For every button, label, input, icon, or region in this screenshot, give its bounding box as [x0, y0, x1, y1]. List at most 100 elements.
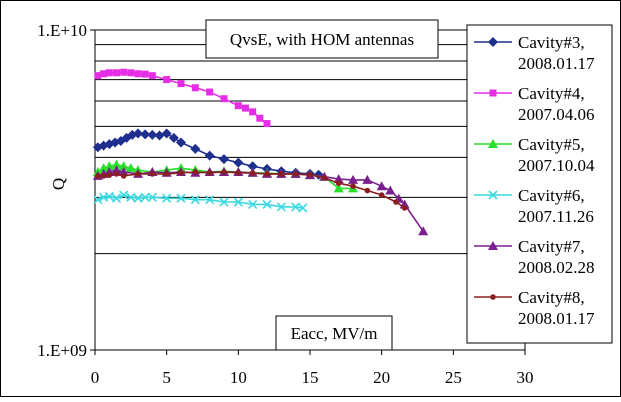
point-mark-stroke — [99, 192, 109, 202]
data-point — [95, 173, 101, 179]
data-point — [120, 68, 128, 76]
legend-item-4: Cavity#6, 2007.11.26 — [474, 186, 594, 226]
legend-swatch-marker — [488, 190, 498, 200]
x-tick-label: 25 — [445, 368, 462, 387]
point-mark-stroke — [233, 197, 243, 207]
data-point — [206, 169, 213, 176]
data-point — [234, 102, 242, 110]
legend-swatch-marker — [488, 139, 498, 148]
data-point — [133, 128, 143, 139]
legend-item-1: Cavity#3, 2008.01.17 — [474, 33, 595, 73]
data-point — [233, 157, 244, 168]
chart-title-box: QvsE, with HOM antennas — [205, 19, 439, 59]
data-point — [161, 128, 172, 139]
data-point — [307, 171, 313, 178]
legend-swatch-marker — [488, 37, 498, 47]
data-point — [134, 70, 142, 78]
data-point — [111, 159, 122, 169]
legend-swatch-marker — [488, 241, 498, 250]
point-mark-stroke — [119, 190, 129, 200]
data-point — [376, 181, 387, 191]
data-point — [113, 69, 120, 77]
data-point — [248, 199, 258, 210]
data-point — [263, 120, 271, 128]
point-mark-stroke — [126, 192, 136, 202]
point-mark-stroke — [190, 195, 200, 205]
data-point — [364, 187, 371, 194]
legend-label: Cavity#7, 2008.02.28 — [518, 237, 595, 277]
data-point — [127, 69, 135, 77]
data-point — [93, 195, 103, 205]
point-mark-stroke — [488, 190, 498, 200]
data-point — [348, 174, 358, 184]
data-point — [205, 195, 215, 205]
data-point — [118, 161, 129, 171]
data-point — [362, 174, 373, 184]
data-point — [249, 108, 257, 116]
point-mark-stroke — [176, 193, 186, 203]
data-point — [163, 76, 171, 84]
x-tick-label: 10 — [230, 368, 247, 387]
data-point — [100, 173, 107, 179]
point-mark-stroke — [262, 199, 272, 210]
point-mark-stroke — [219, 197, 229, 207]
data-point — [221, 169, 227, 175]
data-point — [126, 192, 136, 202]
x-axis-label-box: Eacc, MV/m — [275, 315, 393, 351]
data-point — [190, 143, 201, 154]
legend-swatch-marker — [490, 294, 496, 300]
legend-item-2: Cavity#4, 2007.04.06 — [474, 84, 595, 124]
data-point — [191, 84, 199, 92]
data-point — [249, 170, 256, 176]
data-point — [121, 132, 132, 143]
legend-swatch-marker — [489, 89, 497, 97]
data-point — [219, 154, 229, 165]
point-mark-stroke — [276, 202, 286, 212]
x-axis-label: Eacc, MV/m — [291, 324, 378, 343]
data-point — [418, 226, 429, 236]
data-point — [119, 190, 129, 200]
data-point — [385, 185, 396, 195]
data-point — [104, 191, 114, 201]
data-point — [220, 95, 228, 103]
data-point — [233, 197, 243, 207]
data-point — [148, 72, 156, 80]
data-point — [393, 199, 399, 205]
data-point — [206, 88, 214, 96]
data-point — [401, 205, 408, 211]
point-mark-stroke — [205, 195, 215, 205]
data-point — [298, 203, 308, 213]
data-point — [321, 175, 328, 181]
series-4 — [93, 190, 308, 213]
data-point — [278, 171, 285, 177]
data-point — [204, 150, 215, 161]
data-point — [177, 80, 185, 88]
data-point — [125, 163, 136, 173]
data-point — [162, 193, 172, 203]
legend: Cavity#3, 2008.01.17 Cavity#4, 2007.04.06 Ca… — [466, 24, 613, 344]
data-point — [192, 169, 199, 175]
data-point — [264, 171, 270, 177]
axis-layer: 0 5 10 15 20 25 30 1.E+10 1.E+09 — [37, 21, 533, 387]
x-tick-label: 20 — [373, 368, 390, 387]
point-mark-stroke — [111, 193, 122, 203]
data-point — [113, 171, 120, 177]
data-point — [106, 172, 113, 178]
data-point — [111, 193, 122, 203]
data-point — [135, 171, 141, 177]
data-point — [256, 114, 264, 122]
x-tick-label: 30 — [517, 368, 534, 387]
data-point — [147, 192, 157, 202]
data-point — [378, 192, 385, 198]
data-point — [276, 202, 286, 212]
chart-title: QvsE, with HOM antennas — [230, 30, 414, 49]
legend-label: Cavity#4, 2007.04.06 — [518, 84, 595, 124]
legend-item-6: Cavity#8, 2008.01.17 — [474, 288, 595, 328]
point-mark-stroke — [248, 199, 258, 210]
point-mark-stroke — [298, 203, 308, 213]
point-mark-stroke — [133, 193, 143, 203]
data-point — [120, 173, 127, 179]
data-point — [133, 193, 143, 203]
